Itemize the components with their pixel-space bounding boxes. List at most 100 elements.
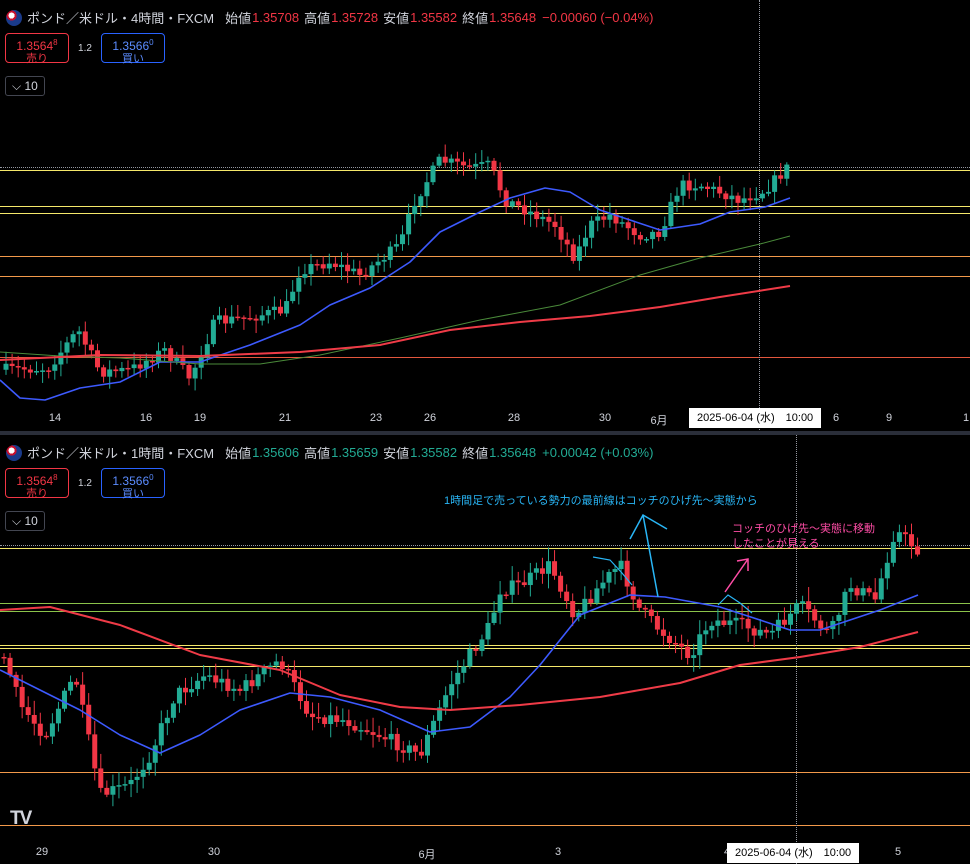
sell-button[interactable]: 1.35648 売り [5,33,69,65]
candle-body [140,769,146,777]
candle-body [119,367,125,372]
buy-button[interactable]: 1.35660 買い [101,468,165,500]
spread-value: 1.2 [78,42,92,54]
level-line[interactable] [0,611,970,612]
level-line[interactable] [0,276,970,277]
level-line[interactable] [0,357,970,358]
buy-button[interactable]: 1.35660 買い [101,33,165,65]
candle-body [836,614,842,621]
candle-body [660,629,666,636]
trade-buttons: 1.35648 売り 1.2 1.35660 買い [5,468,165,500]
candle-body [146,762,152,770]
level-line[interactable] [0,213,970,214]
candle-body [198,357,204,368]
candle-body [176,687,182,704]
ma-green-line [0,235,791,365]
candle-body [346,720,352,727]
symbol-title[interactable]: ポンド／米ドル・1時間・FXCM [27,446,215,461]
candle-body [443,695,449,708]
candle-body [674,195,680,202]
buy-price: 1.3566 [112,39,150,53]
pane-separator[interactable] [0,431,970,435]
candle-body [558,575,564,592]
annotation-text[interactable]: したことが見える [732,538,820,550]
level-line[interactable] [0,548,970,549]
chart-pane-1h[interactable]: ポンド／米ドル・1時間・FXCM 始値 1.35606 高値 1.35659 安値 1… [0,435,970,864]
candle-body [600,582,606,589]
candle-body [314,264,320,266]
candle-body [625,222,631,229]
candle-body [49,723,55,737]
x-axis-label: 23 [369,412,383,424]
level-line[interactable] [0,825,970,826]
level-line[interactable] [0,256,970,257]
candle-body [636,599,642,608]
low-value: 1.35582 [410,10,458,25]
candle-body [715,620,721,626]
candle-body [345,264,351,272]
symbol-title[interactable]: ポンド／米ドル・4時間・FXCM [27,11,215,26]
candle-body [128,779,134,785]
candle-body [648,609,654,617]
candle-body [388,733,394,740]
tradingview-logo[interactable]: TV [10,808,32,829]
candle-body [680,180,686,196]
candle-body [37,723,43,736]
candle-body [570,244,576,261]
candlestick-chart-4h[interactable] [0,0,970,432]
close-value: 1.35648 [489,10,537,25]
candle-body [717,186,723,194]
candle-body [612,569,618,572]
candle-body [76,331,82,335]
buy-label: 買い [122,53,144,65]
annotation-text[interactable]: コッチのひげ先〜実態に移動 [732,523,875,535]
level-line[interactable] [0,603,970,604]
candle-body [521,582,527,586]
level-line[interactable] [0,648,970,649]
candle-body [784,164,790,179]
candle-body [703,630,709,635]
candle-body [162,348,168,351]
candle-body [772,175,778,192]
chart-pane-4h[interactable]: ポンド／米ドル・4時間・FXCM 始値 1.35708 高値 1.35728 安値 1… [0,0,970,432]
candle-body [662,226,668,237]
candle-body [503,594,509,597]
candlestick-chart-1h[interactable] [0,435,970,864]
candle-body [583,237,588,247]
indicator-toggle[interactable]: ⌵ 10 [5,511,45,531]
price-line [0,167,970,168]
level-line[interactable] [0,772,970,773]
candle-body [267,665,273,668]
candle-body [735,195,741,203]
candle-body [229,316,235,324]
candle-body [455,672,461,685]
level-line[interactable] [0,206,970,207]
candle-body [261,667,267,675]
candle-body [290,291,296,302]
candle-body [58,352,64,365]
candle-body [723,193,729,200]
candle-body [759,193,765,199]
x-axis-label: 6月 [650,415,668,427]
level-line[interactable] [0,170,970,171]
candle-body [692,188,698,191]
candle-body [13,674,19,687]
candle-body [310,713,316,718]
high-value: 1.35659 [331,445,379,460]
candle-body [400,234,405,245]
candle-body [546,561,551,574]
candle-body [902,532,908,535]
annotation-text[interactable]: 1時間足で売っている勢力の最前線はコッチのひげ先〜実態から [444,495,758,507]
candle-body [412,745,418,752]
candle-body [207,675,213,677]
candle-body [201,676,207,681]
candle-body [582,598,588,613]
level-line[interactable] [0,645,970,646]
candle-body [642,607,648,610]
candle-body [80,684,86,705]
indicator-toggle[interactable]: ⌵ 10 [5,76,45,96]
sell-button[interactable]: 1.35648 売り [5,468,69,500]
candle-body [183,687,188,693]
level-line[interactable] [0,666,970,667]
candle-body [528,211,534,215]
